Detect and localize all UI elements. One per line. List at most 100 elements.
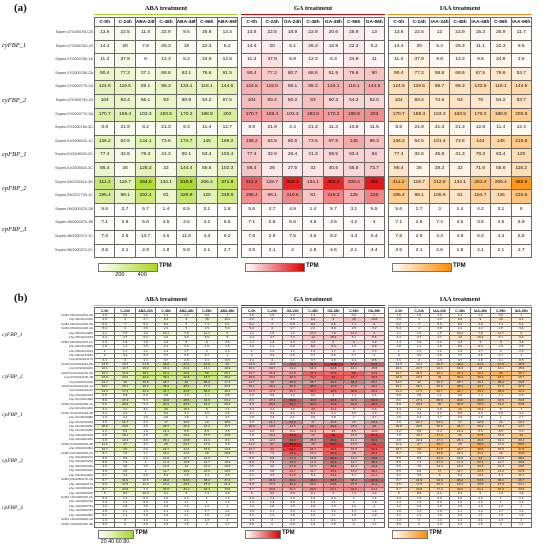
table-row: 14.4 20 5.4 26.3 11.1 22.3 9.6 [387,39,533,55]
table-row: 8.8 21.9 8.2 21.3 9.3 11.4 12.7 [93,121,239,136]
table-row: 311.2 119.7 463.1 134.1 453.3 206.4 492 [240,175,386,191]
expression-cell: 5.6 [240,202,263,218]
gene-label: SoffiX.03G0020050-2C [61,450,93,455]
expression-cell: 13 [363,26,386,41]
expression-cell: 145 [196,134,218,150]
expression-cell: 144 [469,134,492,150]
table-row: 86.4 26 128.3 32 144.4 55.6 102.3 [93,161,239,177]
expression-cell: 4.2 [343,216,365,231]
expression-cell: 28.3 [363,419,386,426]
expression-cell: 311.2 [93,175,116,191]
table-row: 3.1 3 1.9 3.7 2.8 2.1 8.5 [387,357,533,364]
expression-cell: 67.5 [469,66,492,82]
gene-label: Sopen.07G000790-20 [55,97,93,102]
expression-cell: 5.8 [216,442,239,448]
expression-cell: 13.6 [93,26,116,41]
expression-cell: 3.1 [490,202,512,218]
expression-cell: 32 [302,161,324,177]
expression-cell: 2.7 [216,243,239,259]
expression-table: C-0h C-24h GA-24h C-48h GA-48h C-96h GA-96h 1.6… [240,307,386,528]
gene-label: LAp.03G0025240 [68,468,93,473]
expression-cell: 125 [490,189,512,204]
gene-label: LAp.09G0013150 [68,352,93,357]
expression-cell: 1.4 [363,508,386,515]
expression-cell: 13.6 [216,446,239,453]
table-row: 2.9 3 4.3 9.3 9 15 9.1 [387,317,533,323]
expression-cell: 10.8 [363,317,386,323]
expression-cell: 3.5 [387,243,410,259]
table-row: 8.7 23.8 17.4 29.9 31.1 34.4 23.5 [387,486,533,493]
expression-cell: 170.2 [322,107,345,123]
expression-cell: 25.9 [196,26,218,41]
expression-cell: 93.4 [261,93,283,109]
expression-cell: 26.4 [281,148,304,163]
expression-cell: 55.6 [490,161,512,177]
expression-cell: 24.9 [343,53,365,68]
expression-cell: 492 [363,175,386,191]
expression-cell: 6.4 [510,321,533,328]
expression-cell: 4.3 [216,473,239,479]
expression-cell: 29.8 [510,379,533,386]
table-row: 5.5 9.5 37.9 14.8 55.2 13.3 46.8 [240,455,386,462]
table-row: 10.1 14.7 14.2 16.4 24.8 13.1 15.5 [240,366,386,372]
expression-cell: 1 [216,517,239,524]
expression-cell: 77.2 [261,66,283,82]
expression-cell: 0.8 [510,393,533,399]
expression-cell: 1.3 [510,499,533,506]
expression-cell: 12.8 [469,121,492,136]
table-row: 0.9 0.8 1.2 0.8 2 1.1 0.6 [240,393,386,399]
expression-cell: 6.2 [175,53,198,68]
expression-cell: 24.9 [490,53,512,68]
table-row: 8.7 23.8 20.2 29.9 31.1 34.4 23.3 [240,486,386,493]
expression-cell: 50.4 [363,446,386,453]
table-row: 3.5 2.8 23.7 11.7 33.4 13.2 30.7 [240,468,386,475]
expression-cell: 6.2 [216,229,239,245]
table-row: 3.5 2.8 17 11.7 22.6 13.2 21.5 [387,468,533,475]
table-row: 8.6 27.4 5.3 40.8 49.5 32.9 26.4 [93,397,239,404]
gene-label: Sopen.07G000780-1A [55,57,93,62]
expression-cell: 2.7 [114,202,136,218]
expression-cell: 7.6 [240,229,263,245]
expression-cell: 3.8 [510,344,533,350]
expression-cell: 64.5 [114,134,136,150]
expression-cell: 68.6 [155,66,177,82]
expression-cell: 19.6 [216,486,239,493]
expression-cell: 328.9 [175,189,198,204]
table-row: 13.5 10.3 48.3 52.6 71.6 47.6 52.5 [240,361,386,368]
table-row: 11.2 27 80.6 25 70.7 17.2 61 [240,442,386,448]
treatment-title-underline [388,14,532,15]
expression-cell: 29.4 [363,464,386,470]
expression-cell: 249.9 [216,189,239,204]
expression-cell: 38.2 [510,455,533,462]
gene-label: LAp.09G0014060 [68,330,93,335]
gene-labels: Sopen.07G000750-20 Sopen.07G000760-20 Sope… [33,26,93,257]
gene-label: LAp.10G0009800 [68,512,93,517]
expression-cell: 12.3 [155,53,177,68]
expression-cell: 15.3 [469,26,492,41]
expression-cell: 25.9 [343,26,365,41]
expression-cell: 206.4 [490,175,512,191]
expression-cell: 61.2 [363,433,386,439]
column-header: GA-48h [322,17,345,27]
expression-cell: 136.2 [387,134,410,150]
table-row: 5.5 9.5 31.3 14.8 43 13.3 38.2 [387,455,533,462]
table-row: 90.4 77.2 60.7 68.6 51.9 76.6 90 [240,66,386,82]
table-row: 2.1 4.3 8 5.4 13.2 3.1 12.7 [387,473,533,479]
expression-cell: 0.8 [216,393,239,399]
column-header: C-96h [490,17,512,27]
table-row: 8.8 21.9 2.4 21.3 11.3 13.6 11.5 [240,121,386,136]
expression-cell: 220 [363,189,386,204]
expression-cell: 1.8 [302,243,324,259]
expression-cell: 1 [363,517,386,524]
expression-cell: 77.4 [93,148,116,163]
expression-cell: 37.9 [261,53,283,68]
expression-cell: 11.3 [240,53,263,68]
gene-label: LAp.03G0025260 [68,459,93,464]
family-label: cpFBP_3 [2,505,23,512]
expression-cell: 45.4 [363,450,386,457]
table-row: 2.1 1.2 1.6 1.6 1.1 1.6 1.9 [240,513,386,519]
expression-cell: 4.2 [196,216,218,231]
expression-cell: 67.5 [216,93,239,109]
expression-cell: 15.7 [216,424,239,430]
expression-cell: 2.6 [281,522,304,528]
